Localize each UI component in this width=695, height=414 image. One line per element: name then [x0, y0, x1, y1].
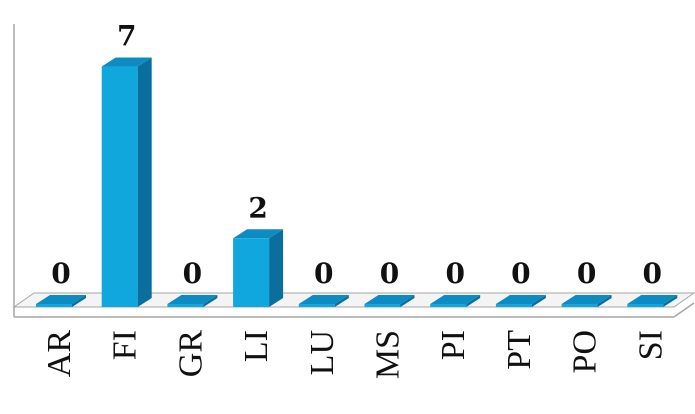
bar-fi — [101, 57, 152, 307]
bar-side-face — [597, 295, 612, 307]
bar-front-face — [561, 304, 598, 307]
tick-label-li: LI — [238, 330, 275, 362]
tick-label-ar: AR — [41, 330, 78, 378]
bar-top-face — [627, 295, 678, 304]
bar-side-face — [663, 295, 678, 307]
bar-side-face — [466, 295, 481, 307]
bar-pt — [495, 295, 546, 307]
bar-top-face — [101, 57, 152, 67]
bar-front-face — [430, 304, 467, 307]
bar-front-face — [495, 304, 532, 307]
data-label-li: 2 — [248, 191, 267, 224]
bar-side-face — [203, 295, 218, 307]
chart-data-labels: 0 7 0 2 0 0 0 0 0 0 — [51, 20, 662, 290]
tick-label-fi: FI — [107, 330, 144, 360]
bar-front-face — [298, 304, 335, 307]
bar-ar — [36, 295, 86, 307]
bar-ms — [364, 295, 415, 307]
bar-front-face — [36, 304, 72, 307]
data-label-po: 0 — [577, 257, 596, 290]
bar-top-face — [233, 229, 284, 239]
data-label-pt: 0 — [511, 257, 530, 290]
bar-si — [627, 295, 678, 307]
data-label-fi: 7 — [117, 20, 136, 53]
bar-front-face — [167, 304, 204, 307]
bar-side-face — [137, 57, 152, 307]
data-label-si: 0 — [643, 257, 662, 290]
bar-side-face — [400, 295, 415, 307]
data-label-lu: 0 — [314, 257, 333, 290]
data-label-ar: 0 — [51, 257, 70, 290]
bar-side-face — [269, 229, 284, 307]
tick-label-pi: PI — [435, 330, 472, 360]
bar-top-face — [298, 295, 349, 304]
bar-side-face — [531, 295, 546, 307]
bar-top-face — [364, 295, 415, 304]
bar-front-face — [233, 238, 270, 307]
bar-po — [561, 295, 612, 307]
data-label-pi: 0 — [445, 257, 464, 290]
tick-label-lu: LU — [304, 330, 341, 375]
tick-label-gr: GR — [172, 330, 209, 378]
bar-front-face — [101, 66, 138, 307]
bar-gr — [167, 295, 218, 307]
tick-label-si: SI — [632, 330, 669, 360]
chart-x-tick-labels: AR FI GR LI LU MS PI PT PO SI — [41, 330, 669, 379]
bar-top-face — [495, 295, 546, 304]
bar-top-face — [430, 295, 481, 304]
tick-label-pt: PT — [501, 330, 538, 370]
tick-label-ms: MS — [370, 330, 407, 379]
bar-top-face — [36, 295, 86, 304]
bar-li — [233, 229, 284, 307]
bar-side-face — [72, 295, 86, 307]
floor-edge-line — [673, 302, 695, 318]
bar-top-face — [561, 295, 612, 304]
tick-label-po: PO — [567, 330, 604, 373]
bar-side-face — [334, 295, 349, 307]
bar-front-face — [364, 304, 401, 307]
bar-front-face — [627, 304, 664, 307]
bar-pi — [430, 295, 481, 307]
data-label-ms: 0 — [380, 257, 399, 290]
bar-top-face — [167, 295, 218, 304]
chart-bars — [36, 57, 678, 307]
data-label-gr: 0 — [183, 257, 202, 290]
bar-lu — [298, 295, 349, 307]
